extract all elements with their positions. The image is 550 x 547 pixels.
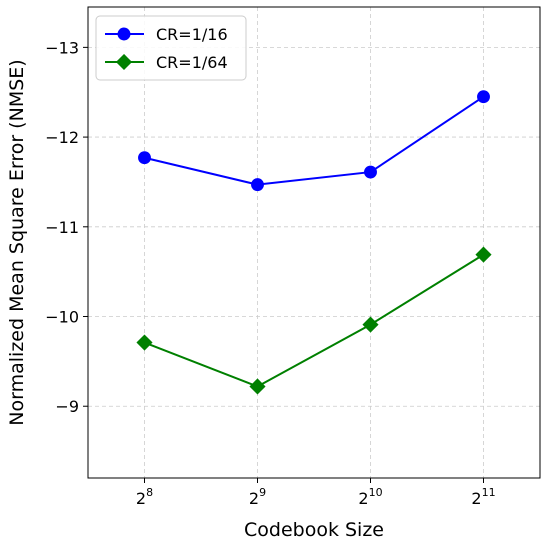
legend-box	[95, 15, 247, 81]
legend-entry: CR=1/64	[105, 53, 228, 72]
x-axis-title: Codebook Size	[244, 519, 384, 541]
data-point	[136, 334, 153, 351]
y-tick-label: −9	[55, 397, 79, 416]
data-point	[362, 316, 379, 333]
x-tick-label: 29	[249, 486, 266, 508]
data-point	[477, 90, 490, 104]
data-point	[475, 246, 492, 263]
legend-label: CR=1/64	[156, 53, 228, 72]
series-line	[144, 95, 485, 186]
x-axis-ticks: 28 29 210 211	[136, 478, 496, 508]
series-CR=1/64	[136, 246, 492, 395]
x-tick-label: 210	[358, 486, 382, 508]
y-axis-title: Normalized Mean Square Error (NMSE)	[6, 59, 28, 425]
data-point	[115, 53, 133, 71]
data-point	[364, 165, 377, 179]
legend-label: CR=1/16	[156, 25, 228, 44]
y-tick-label: −13	[45, 38, 79, 57]
data-point	[251, 178, 264, 192]
y-tick-label: −12	[45, 128, 79, 147]
legend-entry: CR=1/16	[105, 25, 228, 44]
legend: CR=1/16 CR=1/64	[95, 15, 247, 81]
x-tick-label: 211	[471, 486, 495, 508]
data-point	[117, 27, 131, 41]
data-point	[138, 151, 151, 165]
grid-lines	[88, 7, 540, 478]
y-axis-ticks: −13 −12 −11 −10 −9	[45, 38, 88, 416]
series-layer	[136, 90, 492, 395]
x-tick-label: 28	[136, 486, 153, 508]
series-CR=1/16	[138, 90, 490, 192]
y-tick-label: −10	[45, 308, 79, 327]
data-point	[249, 378, 266, 395]
y-tick-label: −11	[45, 218, 79, 237]
plot-frame	[87, 6, 541, 479]
series-line	[144, 253, 485, 388]
